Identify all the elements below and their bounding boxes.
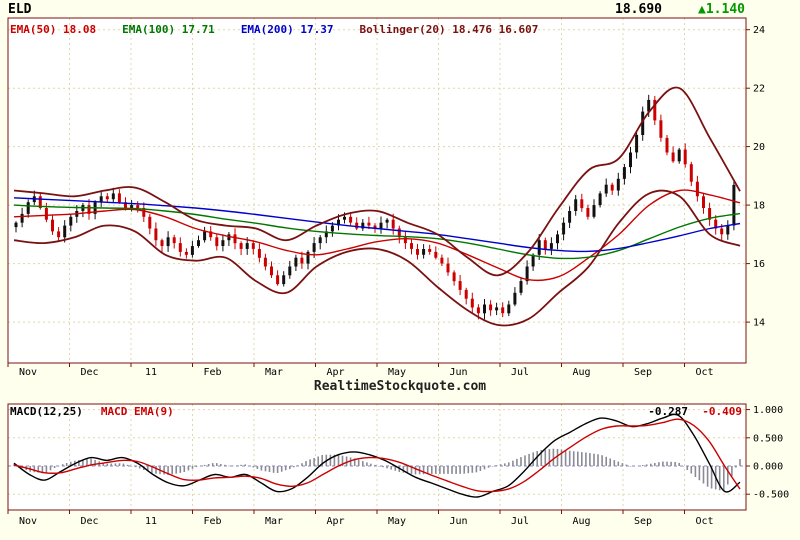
macd-legend: MACD(12,25) MACD EMA(9) xyxy=(10,405,192,418)
svg-text:Apr: Apr xyxy=(326,516,344,527)
indicator-legend: EMA(50) 18.08 EMA(100) 17.71 EMA(200) 17.3… xyxy=(10,23,538,36)
last-price: 18.690 xyxy=(615,2,662,17)
svg-text:Nov: Nov xyxy=(19,516,37,527)
svg-text:0.000: 0.000 xyxy=(753,462,783,473)
macd-label: MACD(12,25) xyxy=(10,405,83,418)
price-chart: 14 16 18 20 22 24 Nov Dec 11 Feb Mar Apr May Jun Jul Au… xyxy=(7,17,765,378)
svg-text:Feb: Feb xyxy=(203,367,221,378)
svg-text:18: 18 xyxy=(753,201,765,212)
svg-text:Nov: Nov xyxy=(19,367,37,378)
candlesticks xyxy=(14,94,736,320)
svg-text:14: 14 xyxy=(753,318,765,329)
svg-text:20: 20 xyxy=(753,142,765,153)
bollinger-lower-line xyxy=(13,189,741,327)
svg-text:Oct: Oct xyxy=(695,516,713,527)
svg-text:16: 16 xyxy=(753,259,765,270)
svg-text:Mar: Mar xyxy=(265,516,283,527)
svg-text:Aug: Aug xyxy=(572,367,590,378)
legend-item-ema50: EMA(50) 18.08 xyxy=(10,23,97,36)
watermark-text: RealtimeStockquote.com xyxy=(313,379,487,394)
svg-text:Dec: Dec xyxy=(80,516,98,527)
svg-text:Dec: Dec xyxy=(80,367,98,378)
price-gridlines: 14 16 18 20 22 24 Nov Dec 11 Feb Mar Apr May Jun Jul Au… xyxy=(7,18,765,378)
svg-text:May: May xyxy=(388,516,406,527)
svg-text:Jun: Jun xyxy=(449,516,467,527)
svg-text:1.000: 1.000 xyxy=(753,405,783,416)
svg-text:Sep: Sep xyxy=(634,516,652,527)
ema-50-line xyxy=(13,189,741,282)
bollinger-upper-line xyxy=(13,86,741,277)
svg-text:Apr: Apr xyxy=(326,367,344,378)
macd-chart: 1.000 0.500 0.000 -0.500 Nov Dec 11 Feb Mar Apr Ma… xyxy=(7,403,789,527)
svg-text:24: 24 xyxy=(753,25,765,36)
svg-text:Mar: Mar xyxy=(265,367,283,378)
svg-text:Aug: Aug xyxy=(572,516,590,527)
svg-text:Jun: Jun xyxy=(449,367,467,378)
svg-text:Jul: Jul xyxy=(511,516,529,527)
legend-item-bollinger20: Bollinger(20) 18.476 16.607 xyxy=(359,23,539,36)
legend-item-ema200: EMA(200) 17.37 xyxy=(240,23,334,36)
legend-item-ema100: EMA(100) 17.71 xyxy=(122,23,215,36)
macd-gridlines: 1.000 0.500 0.000 -0.500 Nov Dec 11 Feb Mar Apr Ma… xyxy=(7,404,789,527)
ticker-symbol: ELD xyxy=(8,2,32,17)
svg-text:11: 11 xyxy=(145,367,157,378)
svg-text:Sep: Sep xyxy=(634,367,652,378)
macd-signal-current-value: -0.409 xyxy=(702,405,742,418)
svg-text:11: 11 xyxy=(145,516,157,527)
macd-current-value: -0.287 xyxy=(648,405,688,418)
macd-ema-9-line xyxy=(13,418,741,493)
svg-text:-0.500: -0.500 xyxy=(753,490,789,501)
macd-signal-label: MACD EMA(9) xyxy=(100,405,174,418)
svg-text:22: 22 xyxy=(753,84,765,95)
svg-text:May: May xyxy=(388,367,406,378)
svg-text:Jul: Jul xyxy=(511,367,529,378)
ema-100-line xyxy=(13,204,741,260)
svg-text:Feb: Feb xyxy=(203,516,221,527)
svg-text:0.500: 0.500 xyxy=(753,433,783,444)
price-change: ▲1.140 xyxy=(698,2,745,17)
svg-text:Oct: Oct xyxy=(695,367,713,378)
ema-200-line xyxy=(13,197,741,253)
